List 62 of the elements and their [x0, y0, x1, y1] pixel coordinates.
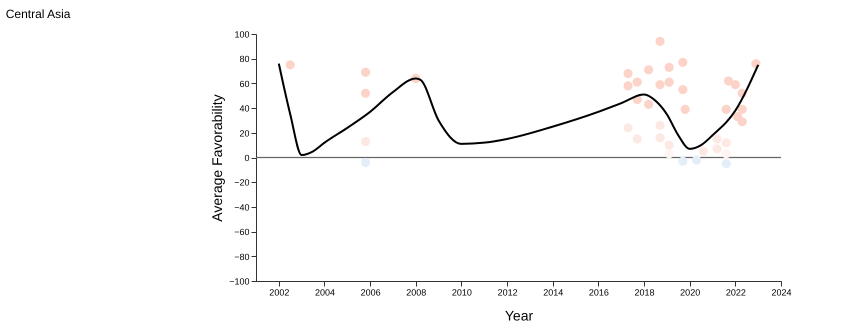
y-tick-label: −20: [234, 178, 250, 188]
point: [664, 62, 674, 72]
point: [655, 80, 665, 90]
x-tick-label: 2010: [452, 288, 472, 298]
point: [655, 36, 665, 46]
point: [678, 84, 688, 94]
x-tick-label: 2018: [634, 288, 655, 298]
point: [730, 80, 740, 90]
y-tick-label: 100: [234, 30, 250, 40]
x-axis-title: Year: [504, 308, 534, 324]
x-tick-label: 2006: [360, 288, 381, 298]
x-tick-label: 2004: [314, 288, 335, 298]
point: [722, 159, 731, 168]
x-tick-label: 2022: [726, 288, 746, 298]
point: [644, 65, 654, 74]
point: [286, 60, 295, 70]
point: [712, 134, 722, 144]
y-tick-label: 60: [239, 78, 250, 89]
point: [360, 136, 370, 146]
point: [712, 144, 722, 154]
point: [623, 123, 633, 132]
y-tick-label: −40: [234, 202, 250, 212]
y-tick-label: −80: [234, 252, 250, 262]
point: [722, 138, 731, 148]
point: [722, 149, 731, 158]
x-tick-label: 2014: [543, 288, 564, 298]
text: Central Asia: [6, 7, 71, 21]
point: [664, 140, 674, 150]
x-tick-label: 2016: [588, 288, 609, 298]
point: [680, 104, 690, 114]
point: [678, 156, 688, 166]
x-tick-label: 2024: [771, 288, 792, 298]
y-tick-label: 80: [239, 54, 250, 64]
point: [632, 78, 642, 87]
point: [655, 133, 665, 142]
point: [692, 155, 702, 165]
point: [360, 68, 370, 77]
point: [655, 120, 665, 130]
point: [698, 146, 708, 156]
point: [644, 100, 654, 109]
y-tick-label: −60: [234, 227, 250, 238]
point: [678, 58, 688, 68]
y-tick-label: 40: [239, 104, 250, 114]
point: [360, 158, 370, 168]
point: [664, 78, 674, 87]
y-tick-label: 20: [239, 128, 250, 138]
point: [664, 149, 674, 158]
x-tick-label: 2008: [406, 288, 426, 298]
point: [738, 117, 747, 126]
point: [722, 104, 731, 114]
point: [632, 134, 642, 144]
x-tick-label: 2012: [498, 288, 518, 298]
point: [623, 68, 633, 78]
y-tick-label: 0: [244, 153, 250, 163]
point: [738, 104, 747, 114]
point: [360, 88, 370, 98]
x-tick-label: 2020: [680, 288, 700, 298]
x-tick-label: 2002: [269, 288, 290, 298]
point: [623, 81, 633, 90]
point: [724, 76, 734, 86]
y-axis-title: Average Favorability: [209, 94, 226, 222]
y-tick-label: −100: [229, 276, 250, 286]
